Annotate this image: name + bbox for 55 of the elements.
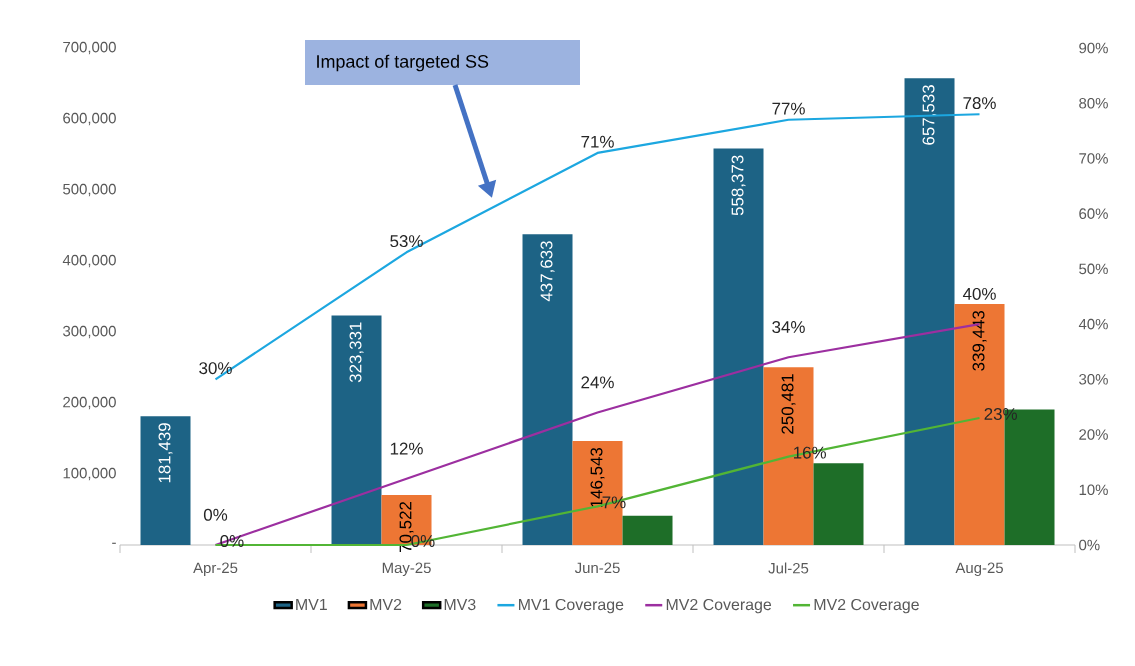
y-tick-label: 400,000 [62,254,116,268]
data-label: 12% [390,442,423,455]
y-tick-label: 100,000 [63,467,116,481]
data-label: 77% [772,102,805,115]
data-label: 339,443 [972,310,987,371]
legend-label: MV2 [370,598,402,610]
y2-tick-label: 40% [1078,318,1108,330]
data-label: 323,331 [349,322,364,383]
y-tick-label: 700,000 [63,41,116,55]
x-tick-label: May-25 [382,562,431,577]
x-tick-label: Aug-25 [955,562,1003,577]
y2-tick-label: 10% [1079,484,1108,496]
y2-tick-label: 80% [1079,97,1108,109]
bar [713,148,764,545]
y2-tick-label: 20% [1079,429,1108,440]
x-tick-label: Jun-25 [574,562,620,574]
bar [813,463,864,545]
data-label: 558,373 [731,155,746,216]
y-tick-label: 200,000 [63,396,116,410]
legend-label: MV1 Coverage [519,598,624,614]
y2-tick-label: 60% [1079,208,1108,219]
data-label: 40% [962,287,996,300]
y2-tick-label: 30% [1079,374,1108,385]
bar [331,315,382,545]
data-label: 30% [199,362,232,375]
x-tick-label: Apr-25 [193,562,238,577]
y-tick-label: 600,000 [63,112,116,126]
data-label: 181,439 [158,423,173,483]
legend-label: MV2 Coverage [814,598,919,614]
bar [622,515,673,545]
data-label: 71% [581,135,614,148]
y2-tick-label: 0% [1079,539,1100,551]
bar [140,416,191,545]
data-label: 34% [772,321,805,334]
data-label: 437,633 [540,241,555,302]
data-label: 0% [203,508,228,521]
data-label: 24% [581,376,614,389]
bar [904,78,955,545]
y2-tick-label: 70% [1079,153,1108,164]
y-tick-label: 500,000 [63,183,116,197]
legend-label: MV1 [296,598,327,610]
data-label: 657,533 [922,85,937,145]
annotation: Impact of targeted SS [317,54,489,72]
data-label: 78% [963,97,996,110]
x-tick-label: Jul-25 [768,562,809,574]
y-tick-label: - [112,542,116,544]
y2-tick-label: 90% [1079,42,1108,54]
data-label: 250,481 [781,374,796,434]
y-tick-label: 300,000 [63,325,116,339]
y2-tick-label: 50% [1079,263,1108,275]
legend-label: MV3 [444,598,476,611]
legend-label: MV2 Coverage [666,598,772,614]
bar [522,234,573,545]
data-label: 53% [390,235,423,248]
data-label: 16% [794,446,826,459]
